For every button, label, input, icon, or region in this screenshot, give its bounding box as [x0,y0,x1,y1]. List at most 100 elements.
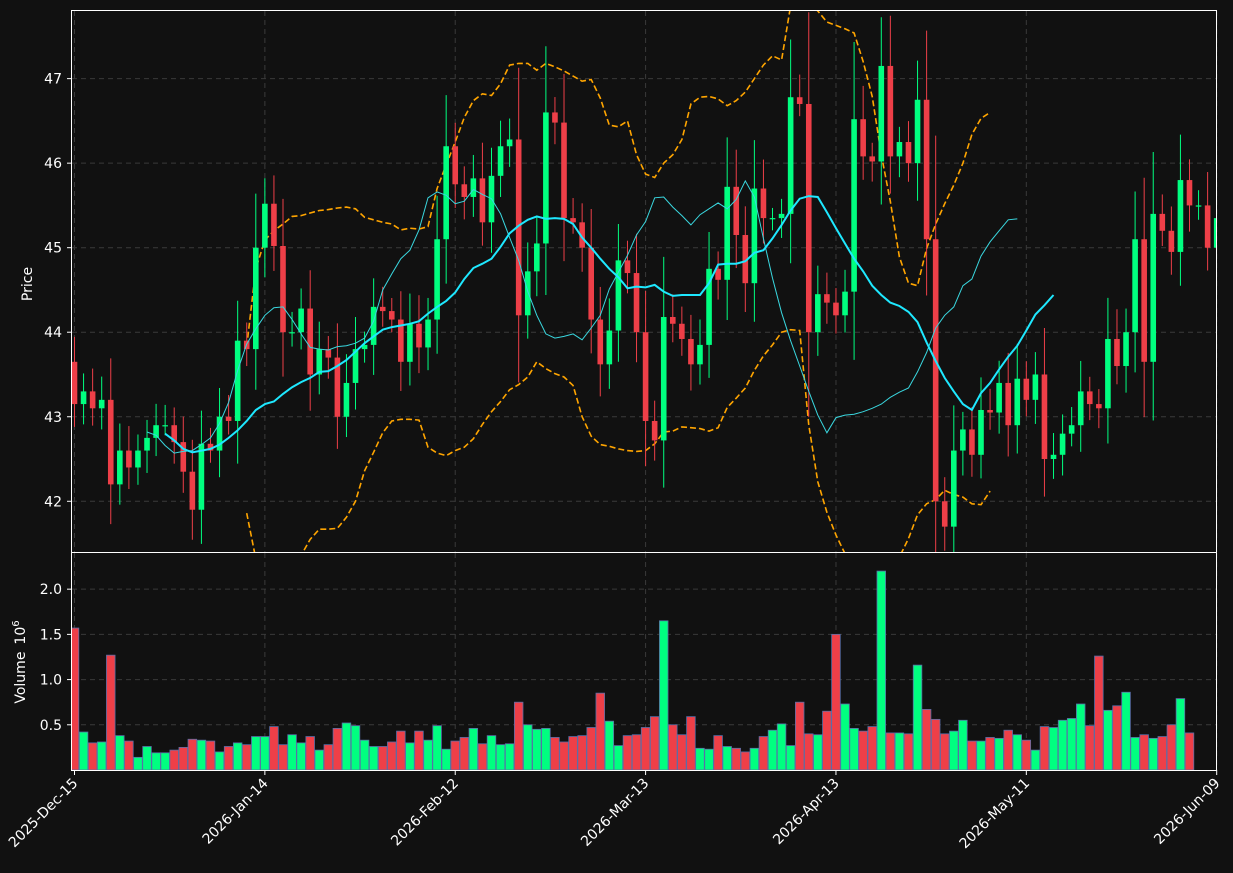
candle-body [842,291,848,316]
volume-bar [722,746,732,770]
candle-body [796,97,803,104]
volume-bar [912,664,923,770]
candle-body [107,399,114,485]
candle-body [361,344,368,350]
volume-bar [341,722,352,770]
candle-body [470,178,477,197]
volume-bar [196,739,207,770]
candle-body [1086,391,1093,405]
fast-moving-average-line [146,179,1018,454]
upper-band-line [245,11,991,347]
volume-bar [323,744,334,770]
candle-body [416,323,422,348]
volume-bar [314,749,324,770]
volume-bar [559,741,569,770]
volume-bar [677,734,687,770]
candle-body [1014,378,1021,426]
volume-bar [550,737,560,770]
volume-panel-frame [71,552,1217,771]
candle-body [860,119,866,157]
volume-bar [822,710,832,770]
volume-bar [930,718,941,770]
volume-bar [350,725,361,770]
volume-bar [695,747,705,770]
candle-body [534,243,540,272]
volume-bar [477,743,488,770]
candle-body [651,420,658,441]
candle-body [996,382,1002,413]
volume-bar [967,740,977,770]
candle-body [805,103,812,333]
candle-body [878,65,885,162]
candle-body [1105,338,1111,409]
volume-bar [1139,734,1149,770]
volume-bar [414,730,424,770]
volume-bar [813,734,823,770]
volume-bar [242,744,252,770]
volume-bar [1030,749,1041,770]
candle-body [216,416,223,451]
volume-bar [441,748,451,770]
candle-body [307,308,313,375]
candle-body [461,184,468,197]
price-tick-label: 42 [44,494,62,510]
candle-body [434,239,440,320]
volume-bar [468,728,479,770]
candle-body [524,271,531,316]
candle-body [1195,205,1202,207]
candle-body [325,349,332,358]
volume-bar [187,738,198,770]
candle-body [624,260,631,274]
volume-bar [513,701,524,770]
volume-bar [1121,691,1131,770]
volume-bar [1103,709,1113,770]
candle-body [1177,180,1184,252]
bollinger-bands [245,11,991,552]
candle-body [778,213,785,219]
volume-bar [532,728,542,770]
candle-body [1068,425,1075,434]
candle-body [225,416,232,421]
volume-tick-label: 1.0 [40,673,62,689]
volume-tick-label: 0.5 [40,718,62,734]
volume-bar [668,724,678,770]
candle-body [153,425,159,438]
candle-body [642,332,649,421]
volume-bar [595,692,605,770]
candle-body [1005,382,1011,426]
volume-bar [659,620,669,770]
candle-body [379,306,386,312]
volume-bar [368,746,379,770]
volume-bar [985,737,995,770]
volume-bar [686,716,696,770]
candle-body [497,146,504,176]
price-tick-label: 44 [44,325,62,341]
candle-body [479,178,486,223]
candle-body [98,399,105,409]
candle-body [80,391,87,405]
candle-body [923,99,930,240]
candle-body [407,323,413,362]
volume-bar [287,734,297,770]
volume-bar [450,740,460,770]
candle-body [388,311,395,320]
volume-bar [1112,705,1122,770]
volume-bar [1148,737,1158,770]
candle-body [162,425,168,427]
candle-body [905,142,912,164]
volume-bar [767,729,778,770]
candle-body [588,247,595,320]
candle-body [515,139,522,316]
candle-body [1204,205,1211,248]
candle-body [262,203,268,248]
volume-bar [640,727,651,770]
price-tick-label: 43 [44,410,62,426]
candle-body [606,330,613,365]
volume-bar [622,735,633,770]
volume-y-axis: 0.5 1.0 1.5 2.0 [40,582,72,734]
volume-bar [613,745,624,770]
candle-body [706,268,712,345]
candle-body [189,471,196,510]
candle-body [425,319,431,348]
volume-bar [804,733,814,770]
